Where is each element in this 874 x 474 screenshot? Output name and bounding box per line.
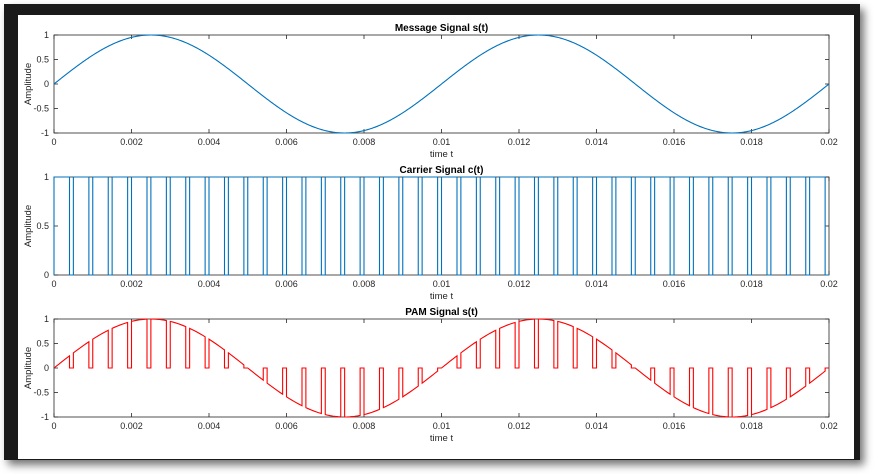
x-tick-label: 0.004 [198, 137, 221, 147]
y-tick-label: 0.5 [36, 221, 49, 231]
x-tick-label: 0.002 [120, 137, 143, 147]
x-tick-label: 0 [51, 279, 56, 289]
x-tick-label: 0.006 [275, 279, 298, 289]
plot-title: Carrier Signal c(t) [400, 165, 484, 176]
x-tick-label: 0.01 [433, 421, 451, 431]
series-line [53, 318, 829, 418]
x-tick-label: 0.002 [120, 421, 143, 431]
x-tick-label: 0.01 [433, 279, 451, 289]
x-tick-label: 0.008 [353, 279, 376, 289]
x-tick-label: 0.02 [820, 137, 838, 147]
x-tick-label: 0.018 [740, 421, 763, 431]
x-tick-label: 0.018 [740, 279, 763, 289]
x-tick-label: 0.008 [353, 421, 376, 431]
y-tick-label: 0.5 [36, 55, 49, 65]
x-tick-label: 0 [51, 137, 56, 147]
y-tick-label: 0 [44, 363, 49, 373]
y-axis-label: Amplitude [23, 347, 34, 389]
y-tick-label: 1 [44, 172, 49, 182]
x-tick-label: 0.006 [275, 137, 298, 147]
y-tick-label: 1 [44, 314, 49, 324]
x-tick-label: 0.018 [740, 137, 763, 147]
y-tick-label: 0 [44, 79, 49, 89]
x-tick-label: 0.008 [353, 137, 376, 147]
x-tick-label: 0.016 [663, 421, 686, 431]
plot-title: PAM Signal s(t) [405, 307, 478, 318]
y-tick-label: -1 [41, 128, 49, 138]
x-tick-label: 0.016 [663, 137, 686, 147]
y-tick-label: 0.5 [36, 339, 49, 349]
x-tick-label: 0.014 [585, 279, 608, 289]
subplot-3: 0 0.002 0.004 0.006 0.008 0.01 0.012 0.014 0.016… [23, 307, 838, 444]
x-axis-label: time t [430, 291, 454, 302]
x-tick-label: 0.002 [120, 279, 143, 289]
x-tick-label: 0.012 [508, 137, 531, 147]
x-tick-label: 0.02 [820, 279, 838, 289]
series-line [53, 176, 829, 276]
x-tick-label: 0 [51, 421, 56, 431]
y-tick-label: -0.5 [33, 388, 49, 398]
y-tick-label: -0.5 [33, 104, 49, 114]
plot-title: Message Signal s(t) [395, 23, 488, 34]
x-tick-label: 0.012 [508, 279, 531, 289]
x-tick-label: 0.01 [433, 137, 451, 147]
y-axis-label: Amplitude [23, 63, 34, 105]
subplot-2: 0 0.002 0.004 0.006 0.008 0.01 0.012 0.014 0.016… [23, 165, 838, 302]
x-axis-label: time t [430, 149, 454, 160]
figure-svg: 0 0.002 0.004 0.006 0.008 0.01 0.012 0.014 0.016… [23, 23, 838, 444]
x-axis-label: time t [430, 433, 454, 444]
x-tick-label: 0.006 [275, 421, 298, 431]
window-frame: 0 0.002 0.004 0.006 0.008 0.01 0.012 0.014 0.016… [4, 4, 860, 460]
x-tick-label: 0.012 [508, 421, 531, 431]
x-tick-label: 0.014 [585, 421, 608, 431]
x-tick-label: 0.004 [198, 421, 221, 431]
y-tick-label: -1 [41, 412, 49, 422]
y-tick-label: 0 [44, 270, 49, 280]
x-tick-label: 0.004 [198, 279, 221, 289]
y-axis-label: Amplitude [23, 205, 34, 247]
y-tick-label: 1 [44, 30, 49, 40]
series-line [53, 34, 830, 134]
x-tick-label: 0.016 [663, 279, 686, 289]
x-tick-label: 0.014 [585, 137, 608, 147]
figure-canvas: 0 0.002 0.004 0.006 0.008 0.01 0.012 0.014 0.016… [18, 15, 854, 459]
subplot-1: 0 0.002 0.004 0.006 0.008 0.01 0.012 0.014 0.016… [23, 23, 838, 160]
x-tick-label: 0.02 [820, 421, 838, 431]
